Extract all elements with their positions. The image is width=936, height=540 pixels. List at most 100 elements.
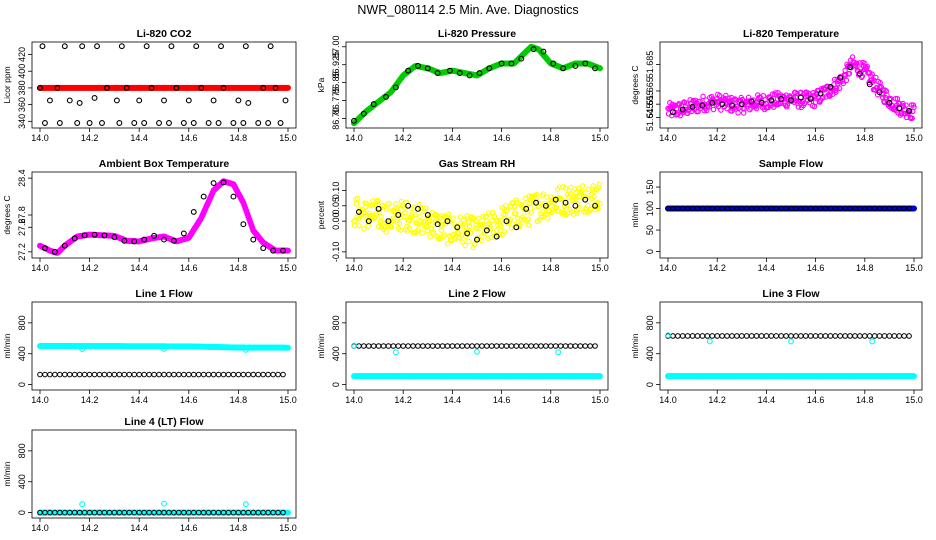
data-point xyxy=(161,500,167,507)
data-point xyxy=(235,97,242,104)
data-point xyxy=(699,333,706,339)
data-point xyxy=(466,72,473,79)
data-point xyxy=(76,100,83,106)
data-point xyxy=(788,338,794,345)
data-point xyxy=(76,371,83,378)
data-point xyxy=(523,343,530,349)
x-tick-label: 14.2 xyxy=(708,133,726,143)
data-point xyxy=(587,343,593,349)
data-point xyxy=(47,371,53,378)
data-point xyxy=(86,371,93,378)
series-marks xyxy=(37,509,286,516)
x-axis: 14.0 14.2 14.4 14.6 14.8 15.0 xyxy=(345,258,609,273)
data-point xyxy=(911,373,918,380)
data-point xyxy=(407,217,413,224)
data-point xyxy=(596,181,603,187)
data-point xyxy=(81,371,88,378)
data-point xyxy=(370,101,377,108)
data-point xyxy=(854,60,860,67)
data-point xyxy=(389,218,395,224)
data-point xyxy=(79,346,86,353)
data-point xyxy=(572,186,579,192)
data-point xyxy=(572,62,579,69)
series-box xyxy=(37,178,291,256)
data-point xyxy=(131,371,138,378)
panel-6: Line 1 Flow ml/min 14.0 14.2 14.4 14.6 14.8 15.… xyxy=(2,288,297,405)
y-axis-label: kPa xyxy=(316,77,326,92)
data-point xyxy=(450,215,456,221)
data-point xyxy=(532,198,539,205)
panel-title: Line 2 Flow xyxy=(448,288,506,300)
data-point xyxy=(390,343,397,349)
y-tick-label: 0 xyxy=(645,249,655,254)
panel-title: Gas Stream RH xyxy=(439,158,515,170)
data-point xyxy=(42,245,48,252)
data-point xyxy=(91,94,98,101)
data-point xyxy=(79,501,86,508)
data-point xyxy=(762,97,768,103)
y-tick-label: 400 xyxy=(17,474,27,489)
series-marks xyxy=(355,196,599,243)
data-point xyxy=(542,202,549,209)
x-tick-label: 14.8 xyxy=(856,395,874,405)
data-point xyxy=(574,210,580,216)
data-point xyxy=(136,371,142,378)
data-point xyxy=(540,208,546,215)
data-point xyxy=(240,120,247,126)
data-point xyxy=(795,104,802,110)
panel-3: Ambient Box Temperature degrees C 14.0 14.2… xyxy=(2,158,297,273)
y-tick-label: 400 xyxy=(17,64,27,79)
data-point xyxy=(498,343,505,349)
y-tick-label: 800 xyxy=(17,443,27,458)
panel-title: Li-820 CO2 xyxy=(137,28,192,40)
data-point xyxy=(709,333,716,339)
data-point xyxy=(66,97,73,104)
data-point xyxy=(415,62,421,69)
series-outliers xyxy=(665,332,876,345)
y-axis-label: degrees C xyxy=(2,195,12,234)
data-point xyxy=(386,200,392,207)
data-point xyxy=(886,333,893,339)
series-marks xyxy=(42,179,286,255)
data-point xyxy=(552,196,559,203)
plot-area xyxy=(350,43,604,127)
data-point xyxy=(392,349,399,356)
data-point xyxy=(353,201,360,207)
x-tick-label: 14.6 xyxy=(180,263,198,273)
data-point xyxy=(151,232,158,239)
data-point xyxy=(272,84,279,91)
x-tick-label: 15.0 xyxy=(279,523,297,533)
data-point xyxy=(185,97,192,104)
data-point xyxy=(483,227,490,234)
data-point xyxy=(385,218,392,225)
y-axis-label: degrees C xyxy=(630,65,640,104)
data-point xyxy=(402,210,408,216)
data-point xyxy=(538,343,544,349)
data-point xyxy=(572,202,579,209)
y-axis: 27.2 27.627.8 28.4 xyxy=(17,169,32,261)
x-axis: 14.0 14.2 14.4 14.6 14.8 15.0 xyxy=(31,518,297,533)
data-point xyxy=(709,99,716,106)
data-point xyxy=(205,371,212,378)
panel-title: Sample Flow xyxy=(759,158,824,170)
data-point xyxy=(365,343,372,349)
data-point xyxy=(141,120,148,126)
data-point xyxy=(513,224,520,231)
plot-frame xyxy=(31,429,297,519)
x-tick-label: 14.8 xyxy=(542,395,560,405)
data-point xyxy=(242,346,249,353)
y-tick-label: 86.85 xyxy=(331,71,341,94)
data-point xyxy=(434,343,441,349)
x-tick-label: 15.0 xyxy=(591,263,609,273)
data-point xyxy=(732,96,738,102)
data-point xyxy=(679,106,686,113)
y-tick-label: 51.645 xyxy=(645,104,655,132)
data-point xyxy=(592,343,598,349)
x-tick-label: 14.4 xyxy=(444,263,462,273)
data-point xyxy=(156,371,162,378)
data-point xyxy=(148,84,155,91)
data-point xyxy=(555,208,561,214)
y-tick-label: 50 xyxy=(645,225,655,235)
data-point xyxy=(856,70,863,77)
data-point xyxy=(79,43,86,50)
